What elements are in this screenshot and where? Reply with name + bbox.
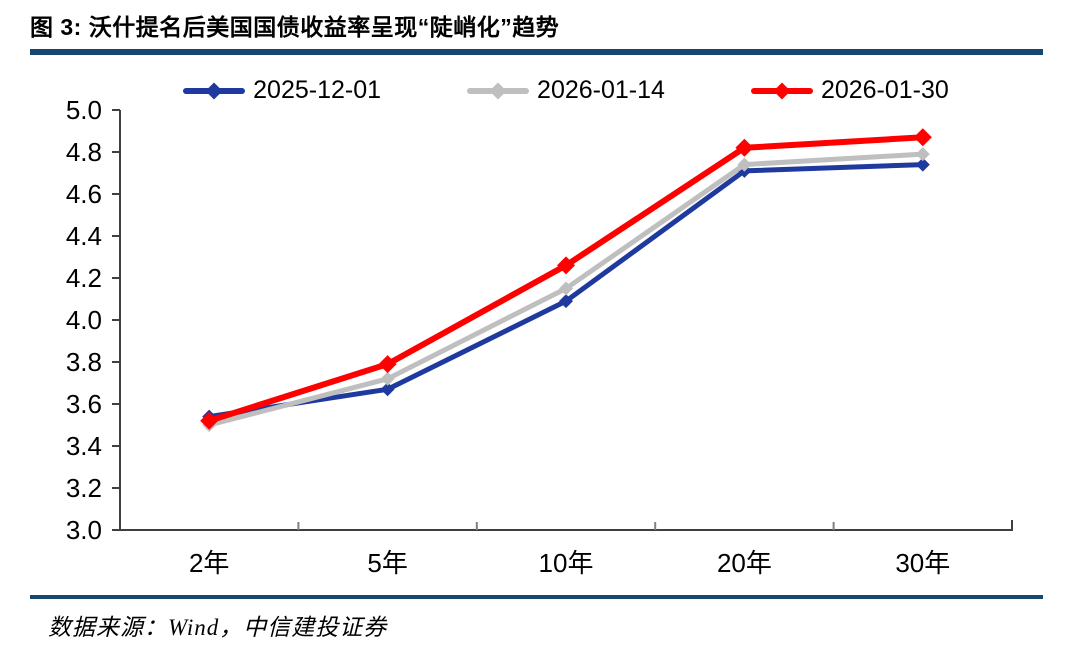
- legend-label-series-2: 2026-01-14: [537, 76, 665, 104]
- chart-legend: 2025-12-01 2026-01-14 2026-01-30: [120, 76, 1012, 105]
- svg-text:4.0: 4.0: [66, 305, 102, 335]
- svg-text:5年: 5年: [367, 548, 407, 578]
- legend-label-series-1: 2025-12-01: [253, 76, 382, 104]
- data-source-note: 数据来源：Wind，中信建投证券: [48, 615, 388, 640]
- legend-label-series-3: 2026-01-30: [820, 76, 949, 104]
- svg-text:20年: 20年: [717, 548, 772, 578]
- svg-text:3.6: 3.6: [66, 389, 102, 419]
- legend-item-series-2: 2026-01-14: [467, 76, 665, 105]
- chart-title: 图 3: 沃什提名后美国国债收益率呈现“陡峭化”趋势: [30, 14, 560, 40]
- svg-text:2年: 2年: [189, 548, 229, 578]
- legend-line-marker-icon: [467, 82, 530, 99]
- legend-line-marker-icon: [750, 82, 813, 99]
- legend-line-marker-icon: [183, 82, 246, 99]
- svg-text:10年: 10年: [539, 548, 594, 578]
- svg-text:3.2: 3.2: [66, 473, 102, 503]
- title-underline-rule: [30, 49, 1043, 55]
- svg-text:4.2: 4.2: [66, 263, 102, 293]
- svg-text:3.8: 3.8: [66, 347, 102, 377]
- legend-item-series-3: 2026-01-30: [750, 76, 949, 105]
- svg-text:4.8: 4.8: [66, 137, 102, 167]
- yield-curve-line-chart: 3.0 3.2 3.4 3.6 3.8 4.0 4.2 4.4 4.6 4.8 5.0 2年 5年 10年…: [66, 100, 1013, 578]
- svg-text:4.4: 4.4: [66, 221, 102, 251]
- svg-text:30年: 30年: [895, 548, 950, 578]
- svg-text:3.4: 3.4: [66, 431, 102, 461]
- svg-text:3.0: 3.0: [66, 515, 102, 545]
- svg-text:4.6: 4.6: [66, 179, 102, 209]
- svg-text:5.0: 5.0: [66, 100, 102, 125]
- footer-rule: [30, 595, 1043, 599]
- legend-item-series-1: 2025-12-01: [183, 76, 381, 105]
